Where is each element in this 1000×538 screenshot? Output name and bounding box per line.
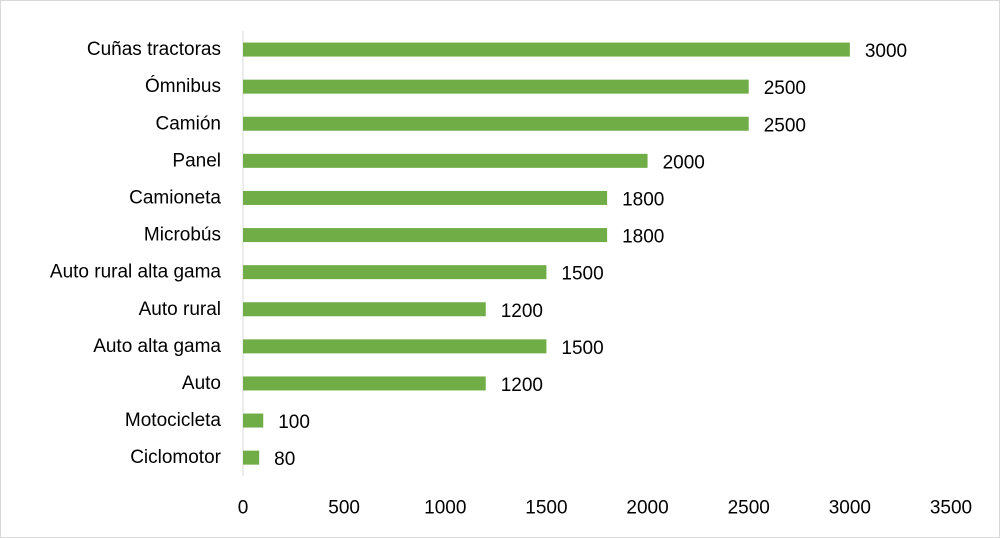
- x-tick-label-4: 2000: [626, 498, 668, 519]
- category-label-9: Auto: [182, 373, 221, 394]
- value-label-3: 2000: [663, 152, 705, 173]
- bar-7: [243, 302, 486, 317]
- bar-5: [243, 228, 608, 243]
- category-label-1: Ómnibus: [145, 75, 221, 97]
- x-tick-label-3: 1500: [525, 498, 567, 519]
- value-labels: 3000 2500 2500 2000 1800 1800 1500 1200 1500 1200…: [274, 41, 907, 470]
- bar-4: [243, 190, 608, 205]
- bar-6: [243, 265, 547, 280]
- bar-0: [243, 42, 850, 57]
- x-tick-label-2: 1000: [424, 498, 466, 519]
- category-label-11: Ciclomotor: [130, 447, 221, 468]
- bar-1: [243, 79, 749, 94]
- value-label-11: 80: [274, 449, 295, 470]
- category-label-8: Auto alta gama: [93, 336, 221, 357]
- bar-10: [243, 413, 264, 428]
- category-labels: Cuñas tractoras Ómnibus Camión Panel Camione…: [50, 39, 222, 468]
- bar-11: [243, 450, 260, 465]
- category-label-5: Microbús: [144, 225, 221, 246]
- value-label-2: 2500: [764, 115, 806, 136]
- bar-2: [243, 116, 749, 131]
- category-label-0: Cuñas tractoras: [87, 39, 221, 60]
- value-label-5: 1800: [622, 227, 664, 248]
- bar-3: [243, 153, 648, 168]
- value-label-0: 3000: [865, 41, 907, 62]
- category-label-7: Auto rural: [139, 299, 221, 320]
- x-tick-label-1: 500: [328, 498, 360, 519]
- bar-8: [243, 339, 547, 354]
- category-label-3: Panel: [172, 150, 221, 171]
- bars-group: [243, 42, 850, 465]
- value-label-4: 1800: [622, 189, 664, 210]
- value-label-7: 1200: [501, 301, 543, 322]
- x-tick-label-0: 0: [238, 498, 249, 519]
- x-tick-label-7: 3500: [930, 498, 972, 519]
- bar-9: [243, 376, 486, 391]
- x-tick-labels: 0 500 1000 1500 2000 2500 3000 3500: [238, 498, 972, 519]
- value-label-8: 1500: [561, 338, 603, 359]
- value-label-9: 1200: [501, 375, 543, 396]
- category-label-4: Camioneta: [129, 187, 221, 208]
- value-label-6: 1500: [561, 264, 603, 285]
- category-label-2: Camión: [156, 113, 221, 134]
- value-label-10: 100: [278, 412, 310, 433]
- x-tick-label-6: 3000: [829, 498, 871, 519]
- x-tick-label-5: 2500: [728, 498, 770, 519]
- category-label-10: Motocicleta: [125, 410, 222, 431]
- category-label-6: Auto rural alta gama: [50, 262, 222, 283]
- value-label-1: 2500: [764, 78, 806, 99]
